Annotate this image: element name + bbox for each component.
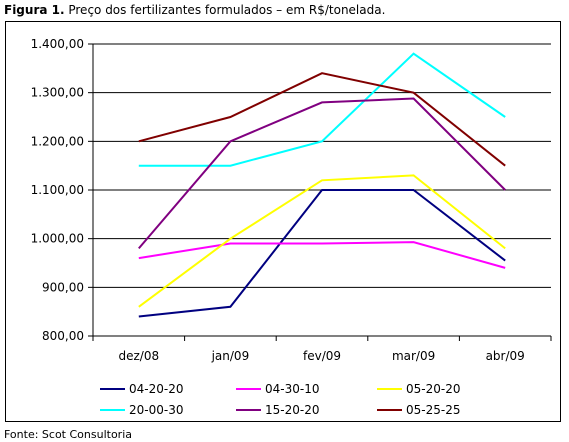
legend-label: 20-00-30 [129, 403, 183, 417]
legend-label: 04-20-20 [129, 382, 183, 396]
y-tick-label: 1.000,00 [31, 232, 84, 246]
y-tick-label: 1.100,00 [31, 183, 84, 197]
legend-item: 05-20-20 [377, 382, 460, 396]
y-tick-label: 1.400,00 [31, 37, 84, 51]
y-tick-label: 900,00 [42, 280, 84, 294]
legend: 04-20-20 04-30-10 05-20-20 20-00-30 15-20-20… [100, 382, 460, 417]
legend-item: 04-30-10 [236, 382, 319, 396]
figure-title: Figura 1. Preço dos fertilizantes formul… [4, 3, 385, 17]
y-tick-label: 1.300,00 [31, 86, 84, 100]
legend-item: 20-00-30 [100, 403, 183, 417]
series-line-05-25-25 [138, 72, 506, 167]
chart-frame [5, 21, 561, 422]
series-line-04-20-20 [138, 189, 506, 318]
legend-item: 15-20-20 [236, 403, 319, 417]
figure-caption: Preço dos fertilizantes formulados – em … [64, 3, 386, 17]
x-tick-label: fev/09 [303, 349, 341, 363]
axes: 800,00 900,00 1.000,00 1.100,00 1.200,00 1.30… [31, 37, 552, 363]
series-line-05-20-20 [138, 174, 506, 308]
series-line-20-00-30 [138, 52, 506, 167]
legend-item: 04-20-20 [100, 382, 183, 396]
legend-label: 05-20-20 [406, 382, 460, 396]
series-line-04-30-10 [138, 241, 506, 269]
x-tick-label: mar/09 [392, 349, 435, 363]
x-tick-label: dez/08 [118, 349, 159, 363]
legend-label: 05-25-25 [406, 403, 460, 417]
figure-label: Figura 1. [4, 3, 65, 17]
x-tick-label: jan/09 [211, 349, 250, 363]
legend-item: 05-25-25 [377, 403, 460, 417]
legend-label: 04-30-10 [265, 382, 319, 396]
source-note: Fonte: Scot Consultoria [4, 428, 132, 441]
series-line-15-20-20 [138, 97, 506, 250]
legend-label: 15-20-20 [265, 403, 319, 417]
x-tick-label: abr/09 [486, 349, 525, 363]
y-tick-label: 800,00 [42, 329, 84, 343]
series-lines [138, 52, 506, 318]
y-tick-label: 1.200,00 [31, 134, 84, 148]
